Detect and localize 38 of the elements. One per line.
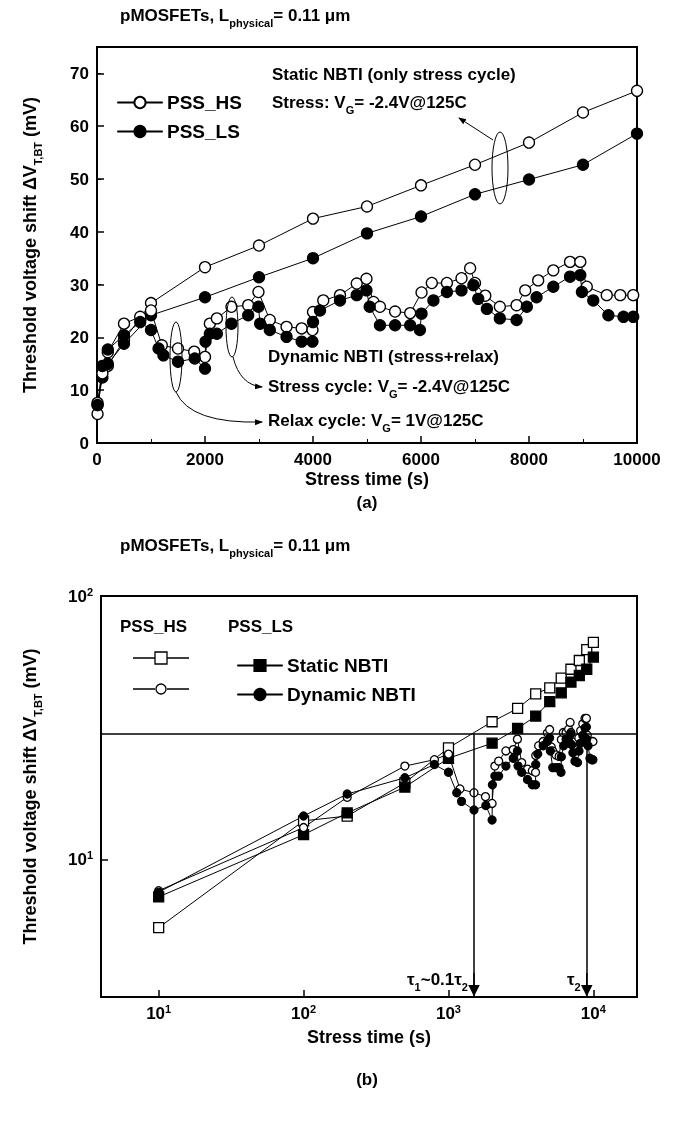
y-tick-label: 10 [70, 381, 89, 401]
x-tick-label: 10$^{3}$ [435, 1003, 461, 1023]
legend-label: PSS_HS [167, 92, 242, 113]
y-tick-label: 70 [70, 64, 89, 84]
x-tick-label: 10$^{4}$ [580, 1003, 607, 1023]
chart-title: pMOSFETs, L$_{physical}$= 0.11 μm [120, 6, 351, 29]
annotation: Stress: V$_{G}$= -2.4V@125C [272, 93, 467, 116]
x-axis-title: Stress time (s) [304, 469, 430, 489]
y-tick-label: 50 [70, 170, 89, 189]
annotation: Relax cycle: V$_{G}$= 1V@125C [268, 411, 484, 434]
y-tick-label: 60 [70, 117, 89, 137]
annotation: Dynamic NBTI (stress+relax) [268, 347, 500, 366]
y-tick-label: 0 [79, 434, 89, 453]
ref-line-label: τ$_{2}$ [567, 970, 581, 993]
y-tick-label: 10$^{1}$ [67, 849, 93, 870]
legend-label: PSS_LS [167, 121, 240, 142]
x-tick-label: 8000 [510, 450, 548, 469]
x-axis-title: Stress time (s) [306, 1027, 432, 1047]
ref-line-label: τ$_{1}$~0.1τ$_{2}$ [406, 970, 468, 993]
x-tick-label: 6000 [402, 450, 440, 469]
y-tick-label: 40 [70, 222, 89, 242]
annotation: PSS_LS [228, 617, 294, 636]
y-tick-label: 20 [70, 328, 89, 348]
x-tick-label: 4000 [294, 450, 332, 469]
chart-title: pMOSFETs, L$_{physical}$= 0.11 μm [120, 536, 351, 559]
text: (b) [356, 1070, 378, 1089]
x-tick-label: 10000 [613, 450, 661, 469]
annotation: Static NBTI (only stress cycle) [272, 65, 516, 84]
y-tick-label: 30 [70, 275, 89, 295]
legend-label: Dynamic NBTI [287, 684, 416, 705]
annotation: PSS_HS [120, 617, 188, 636]
y-tick-label: 10$^{2}$ [67, 586, 93, 606]
text: (a) [356, 493, 378, 512]
annotation: Stress cycle: V$_{G}$= -2.4V@125C [268, 377, 511, 400]
x-tick-label: 10$^{1}$ [146, 1003, 172, 1023]
x-tick-label: 2000 [186, 450, 224, 469]
legend-label: Static NBTI [287, 655, 389, 676]
x-tick-label: 10$^{2}$ [291, 1003, 317, 1023]
